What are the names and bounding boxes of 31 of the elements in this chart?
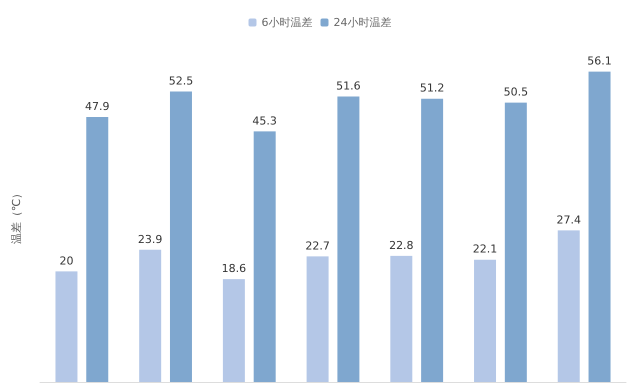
bar <box>588 72 611 382</box>
data-label: 45.3 <box>252 114 277 128</box>
data-label: 22.8 <box>389 238 414 252</box>
legend-label: 6小时温差 <box>262 16 312 29</box>
y-axis-title: 温差（℃） <box>10 188 23 244</box>
data-label: 18.6 <box>222 262 246 276</box>
data-label: 50.5 <box>504 86 528 99</box>
legend-label: 24小时温差 <box>334 16 392 29</box>
bar <box>86 116 108 382</box>
data-label: 27.4 <box>556 213 581 226</box>
bar <box>421 98 444 382</box>
data-label: 23.9 <box>138 232 162 246</box>
data-label: 47.9 <box>85 100 110 113</box>
data-label: 51.2 <box>420 82 444 95</box>
data-label: 56.1 <box>587 54 612 68</box>
bar <box>55 271 78 382</box>
bar <box>139 250 162 382</box>
bar <box>254 131 276 382</box>
bar <box>474 260 496 382</box>
data-label: 20 <box>59 254 74 268</box>
bar <box>306 256 329 382</box>
bar <box>222 279 245 382</box>
data-label: 22.1 <box>472 242 498 256</box>
data-label: 22.7 <box>305 239 330 252</box>
bar <box>337 96 360 382</box>
bar <box>390 256 412 382</box>
bar <box>504 102 527 382</box>
bar <box>170 92 192 382</box>
data-label: 52.5 <box>168 74 194 88</box>
data-label: 51.6 <box>336 79 361 92</box>
bar <box>558 230 580 382</box>
